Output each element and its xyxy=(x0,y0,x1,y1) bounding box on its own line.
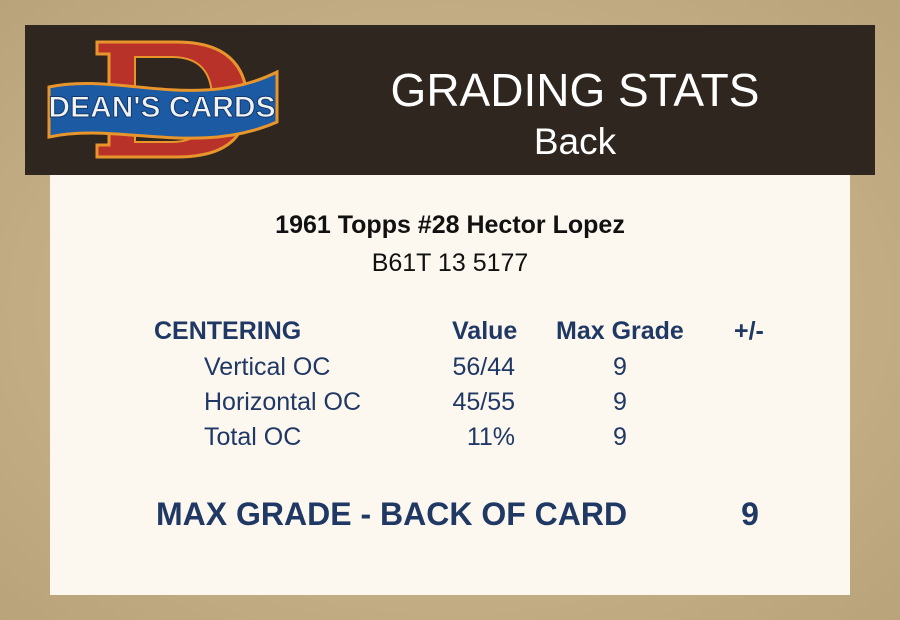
row-value: 56/44 xyxy=(452,353,515,381)
page-subtitle: Back xyxy=(533,121,617,162)
logo-text: DEAN'S CARDS xyxy=(48,91,275,124)
deans-cards-logo: DEAN'S CARDS xyxy=(47,40,279,159)
row-value: 45/55 xyxy=(452,388,515,416)
row-value: 11% xyxy=(466,423,515,451)
column-header-max-grade: Max Grade xyxy=(556,317,684,345)
row-max-grade: 9 xyxy=(613,388,627,416)
row-max-grade: 9 xyxy=(613,353,627,381)
column-header-value: Value xyxy=(452,317,518,345)
row-label: Vertical OC xyxy=(204,353,331,381)
row-label: Total OC xyxy=(204,423,302,451)
stats-panel: 1961 Topps #28 Hector Lopez B61T 13 5177… xyxy=(50,175,850,595)
row-label: Horizontal OC xyxy=(204,388,361,416)
row-max-grade: 9 xyxy=(613,423,627,451)
page-title: GRADING STATS xyxy=(390,64,760,116)
section-heading: CENTERING xyxy=(154,317,302,345)
summary-value: 9 xyxy=(741,496,759,532)
header-bar: DEAN'S CARDS GRADING STATS Back xyxy=(25,25,875,175)
summary-label: MAX GRADE - BACK OF CARD xyxy=(156,496,628,532)
column-header-plus-minus: +/- xyxy=(734,317,764,345)
card-name: 1961 Topps #28 Hector Lopez xyxy=(275,211,625,239)
cert-number: B61T 13 5177 xyxy=(371,249,529,277)
